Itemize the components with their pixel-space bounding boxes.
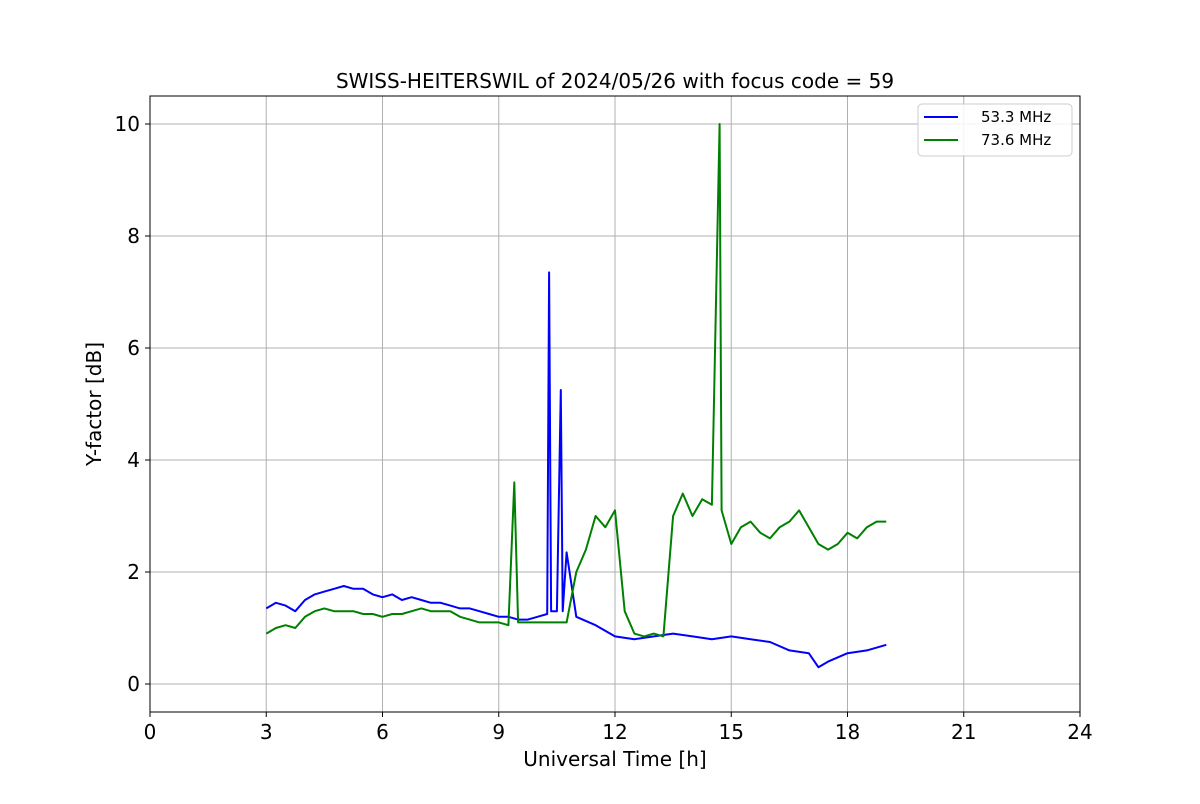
legend: 53.3 MHz 73.6 MHz [917, 103, 1073, 157]
chart-title: SWISS-HEITERSWIL of 2024/05/26 with focu… [336, 69, 894, 93]
x-tick-label: 15 [719, 720, 744, 744]
y-tick-label: 8 [127, 224, 140, 248]
y-tick-label: 6 [127, 336, 140, 360]
x-tick-label: 0 [144, 720, 157, 744]
x-tick-label: 9 [492, 720, 505, 744]
y-tick-label: 10 [115, 112, 140, 136]
x-tick-label: 12 [602, 720, 627, 744]
series-line-53-3-mhz [265, 271, 887, 669]
legend-label-73-6-mhz: 73.6 MHz [981, 131, 1051, 149]
series-line-73-6-mhz [265, 123, 887, 638]
x-tick-label: 21 [951, 720, 976, 744]
y-tick-label: 0 [127, 672, 140, 696]
x-tick-label: 24 [1067, 720, 1092, 744]
legend-label-53-3-mhz: 53.3 MHz [981, 108, 1051, 126]
y-tick-label: 2 [127, 560, 140, 584]
y-tick-label: 4 [127, 448, 140, 472]
y-axis-label: Y-factor [dB] [82, 342, 106, 467]
x-axis-label: Universal Time [h] [523, 747, 706, 771]
x-tick-label: 6 [376, 720, 389, 744]
x-tick-label: 3 [260, 720, 273, 744]
series-lines [265, 123, 887, 669]
x-tick-label: 18 [835, 720, 860, 744]
